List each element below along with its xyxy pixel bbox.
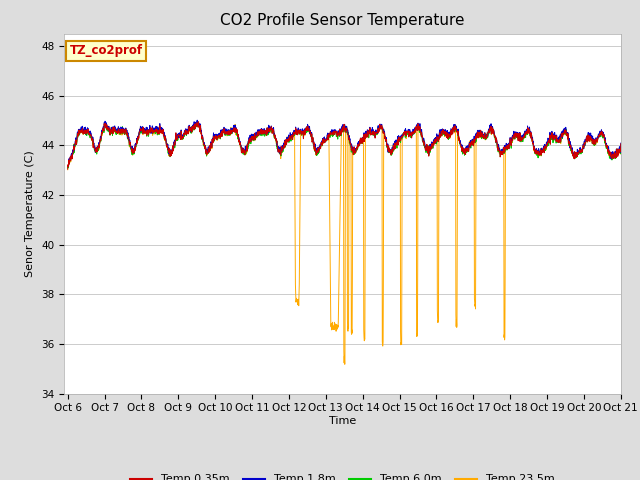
Legend: Temp 0.35m, Temp 1.8m, Temp 6.0m, Temp 23.5m: Temp 0.35m, Temp 1.8m, Temp 6.0m, Temp 2… — [125, 470, 559, 480]
X-axis label: Time: Time — [329, 416, 356, 426]
Y-axis label: Senor Temperature (C): Senor Temperature (C) — [26, 150, 35, 277]
Text: TZ_co2prof: TZ_co2prof — [70, 44, 143, 58]
Title: CO2 Profile Sensor Temperature: CO2 Profile Sensor Temperature — [220, 13, 465, 28]
